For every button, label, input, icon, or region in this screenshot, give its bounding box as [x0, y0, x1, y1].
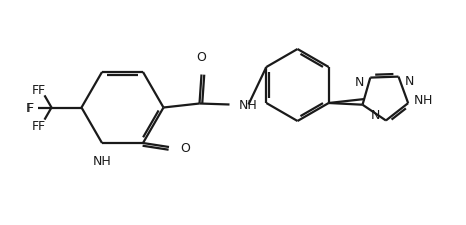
Text: F: F: [26, 101, 33, 115]
Text: N: N: [370, 108, 380, 122]
Text: F: F: [27, 101, 34, 115]
Text: F: F: [37, 83, 45, 96]
Text: N: N: [414, 93, 424, 106]
Text: F: F: [37, 120, 45, 133]
Text: NH: NH: [239, 99, 257, 112]
Text: N: N: [355, 76, 364, 89]
Text: NH: NH: [93, 154, 111, 167]
Text: N: N: [404, 75, 414, 88]
Text: O: O: [197, 51, 206, 64]
Text: F: F: [32, 84, 39, 97]
Text: O: O: [180, 141, 190, 154]
Text: F: F: [32, 119, 39, 132]
Text: H: H: [423, 93, 432, 106]
